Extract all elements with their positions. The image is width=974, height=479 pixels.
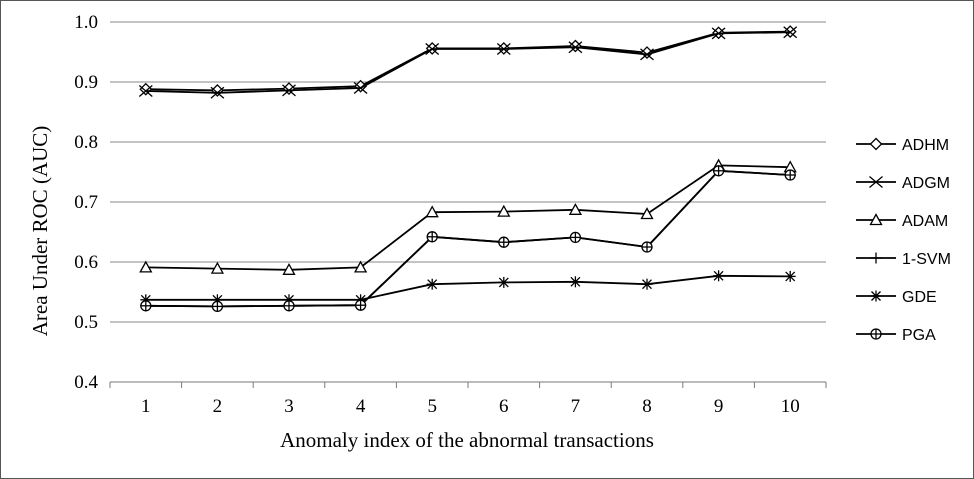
x-tick-label: 5: [427, 396, 437, 417]
y-tick-label: 0.5: [74, 312, 98, 333]
data-point-pga: [283, 300, 295, 312]
legend-item-gde: GDE: [856, 289, 937, 306]
data-point-adam: [568, 202, 582, 215]
data-point-gde: [713, 270, 725, 282]
data-point-gde: [569, 276, 581, 288]
data-point-adhm: [210, 83, 224, 97]
legend-item-adam: ADAM: [856, 213, 948, 230]
data-point-adgm: [138, 85, 153, 97]
data-point-pga: [784, 169, 796, 181]
data-point-pga: [641, 241, 653, 253]
data-point-adam: [139, 260, 153, 273]
x-tick-label: 6: [499, 396, 509, 417]
x-tick-label: 7: [571, 396, 581, 417]
data-point-adam: [497, 204, 511, 217]
series-lines: [138, 25, 798, 313]
series-line-adgm: [145, 31, 791, 94]
legend-item-adgm: ADGM: [856, 175, 950, 192]
y-tick-label: 0.4: [74, 372, 98, 393]
data-point-adhm: [139, 82, 153, 96]
legend-item-adhm: ADHM: [856, 137, 949, 154]
legend-marker: [869, 137, 883, 151]
x-tick-label: 9: [714, 396, 724, 417]
legend-label: PGA: [902, 327, 936, 344]
data-point-adgm: [640, 48, 654, 61]
data-point-adgm: [282, 84, 296, 97]
data-point-gde: [498, 276, 510, 288]
y-tick-label: 0.6: [74, 252, 98, 273]
y-tick-label: 0.7: [74, 192, 98, 213]
legend: ADHM ADGM ADAM 1-SVM GDE PGA: [856, 137, 951, 344]
legend-label: 1-SVM: [902, 251, 951, 268]
legend-marker: [870, 328, 882, 340]
data-point-adgm: [210, 86, 225, 99]
x-tick-label: 8: [642, 396, 652, 417]
y-axis-title: Area Under ROC (AUC): [28, 126, 52, 337]
data-point-pga: [498, 236, 510, 248]
legend-item-pga: PGA: [856, 327, 936, 344]
series-line-gde: [145, 274, 791, 301]
x-tick-label: 3: [284, 396, 294, 417]
data-point-adam: [354, 260, 368, 273]
data-point-adam: [210, 261, 224, 274]
legend-item-1-svm: 1-SVM: [856, 251, 951, 268]
data-point-gde: [784, 270, 796, 282]
data-point-gde: [641, 278, 653, 290]
data-point-adgm: [711, 27, 726, 40]
y-tick-label: 1.0: [74, 12, 98, 33]
legend-marker: [870, 252, 882, 264]
data-point-adgm: [496, 43, 511, 55]
data-point-adam: [282, 262, 296, 275]
legend-marker: [869, 176, 883, 188]
data-point-pga: [426, 231, 438, 243]
gridlines: [110, 21, 826, 323]
data-point-adam: [640, 207, 654, 220]
series-line-adam: [145, 164, 791, 271]
x-axis-title: Anomaly index of the abnormal transactio…: [280, 428, 654, 452]
y-tick-label: 0.8: [74, 132, 98, 153]
legend-label: ADHM: [902, 137, 949, 154]
data-point-pga: [569, 231, 582, 244]
data-point-adam: [425, 205, 439, 218]
legend-marker: [870, 290, 882, 302]
data-point-adgm: [425, 43, 440, 55]
x-tick-label: 1: [141, 396, 151, 417]
legend-marker: [869, 213, 883, 226]
x-tick-label: 10: [781, 396, 800, 417]
x-tick-label: 2: [213, 396, 223, 417]
legend-label: ADAM: [902, 213, 948, 230]
data-point-pga: [354, 299, 367, 311]
data-point-adgm: [353, 82, 368, 94]
data-point-pga: [712, 165, 725, 177]
data-point-gde: [426, 278, 438, 290]
data-point-adhm: [282, 82, 296, 96]
data-point-pga: [140, 300, 152, 312]
legend-label: GDE: [902, 289, 937, 306]
axes: 0.4 0.5 0.6 0.7 0.8 0.9 1.0 1 2 3 4 5 6 7 8 9 10: [74, 12, 827, 417]
y-tick-label: 0.9: [74, 72, 98, 93]
data-point-adgm: [568, 41, 583, 54]
legend-label: ADGM: [902, 175, 950, 192]
data-point-pga: [211, 300, 224, 313]
x-tick-label: 4: [356, 396, 366, 417]
series-line-pga: [145, 169, 791, 308]
data-point-adgm: [783, 26, 798, 39]
